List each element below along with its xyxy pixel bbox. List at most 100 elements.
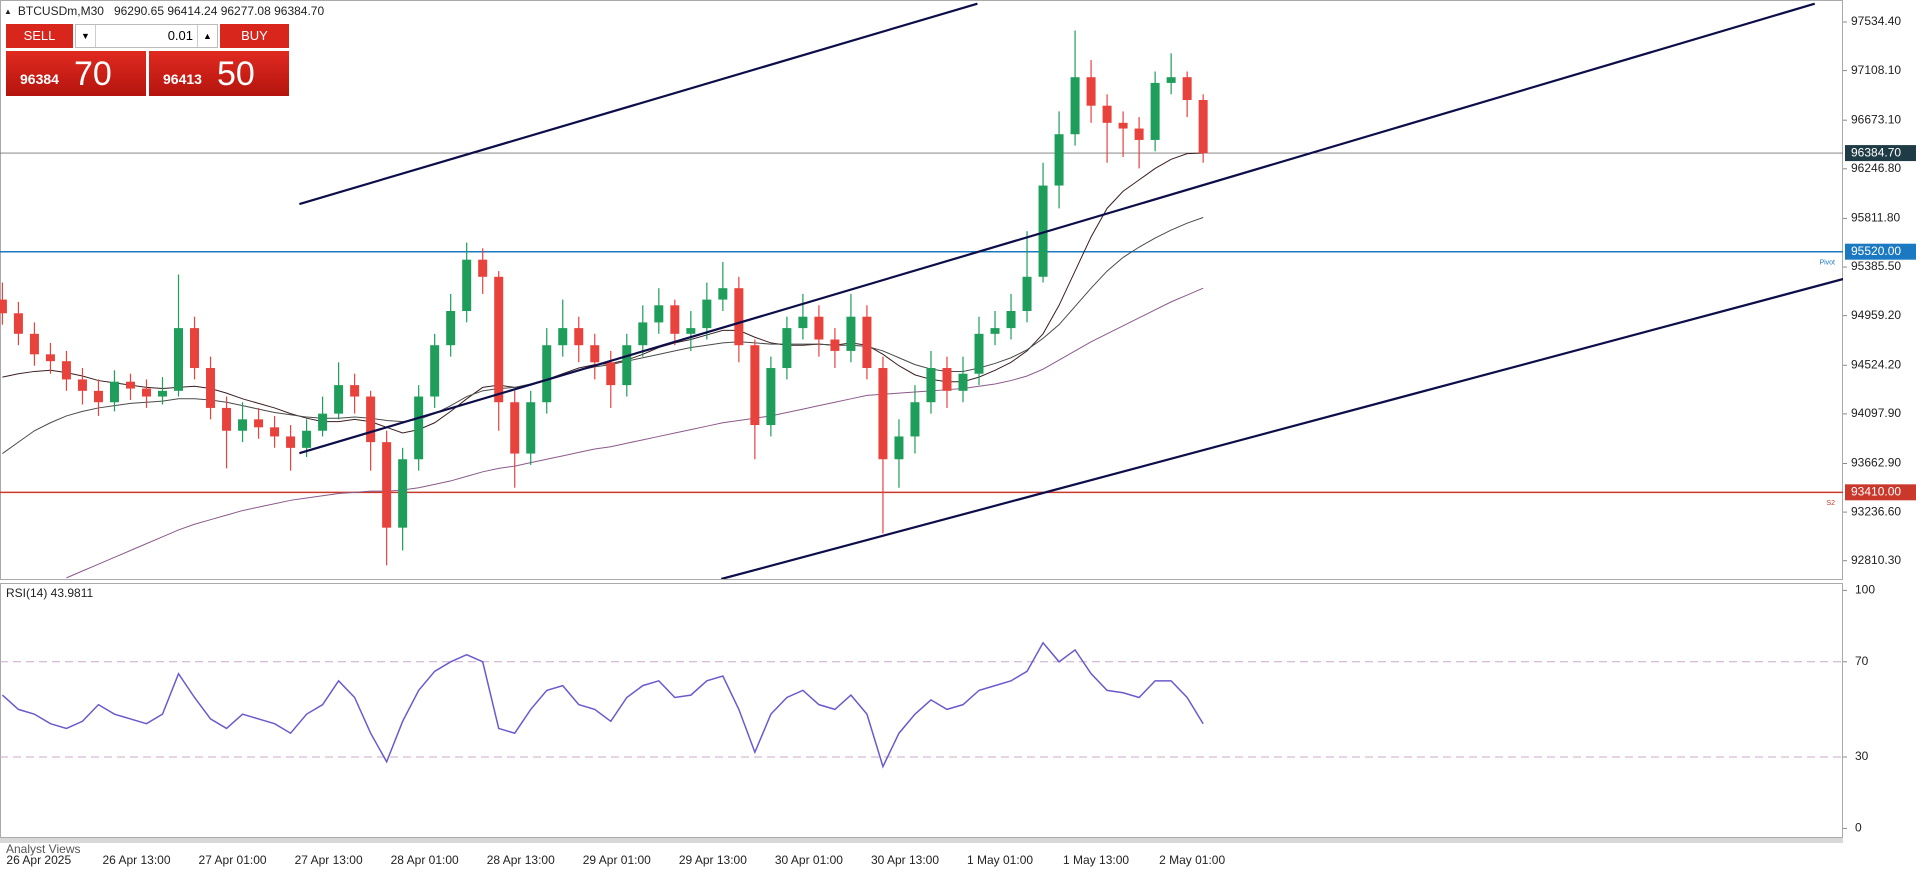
- lot-input[interactable]: ▼ 0.01 ▲: [75, 24, 218, 48]
- buy-button[interactable]: BUY: [220, 24, 289, 48]
- main-panel-border: [0, 0, 1843, 580]
- candle-body: [798, 316, 808, 329]
- candle-body: [990, 328, 1000, 334]
- candle-body: [1070, 77, 1080, 135]
- x-tick-label: 1 May 01:00: [967, 853, 1033, 867]
- candle-body: [1182, 77, 1192, 101]
- x-tick-label: 28 Apr 01:00: [391, 853, 459, 867]
- rsi-line: [1, 641, 1204, 769]
- level-tag: Pivot: [1819, 260, 1835, 267]
- candle-body: [1006, 310, 1016, 329]
- x-tick-label: 27 Apr 13:00: [295, 853, 363, 867]
- candle-body: [670, 305, 680, 334]
- moving-average: [2, 217, 1204, 454]
- y-tick-label: 70: [1855, 654, 1869, 668]
- x-tick-label: 26 Apr 2025: [6, 853, 71, 867]
- rsi-panel-border: [0, 583, 1843, 838]
- candle-body: [190, 328, 200, 369]
- y-tick-label: 0: [1855, 821, 1862, 835]
- candle-body: [622, 345, 632, 386]
- y-tick-label: 93662.90: [1851, 456, 1901, 470]
- candle-body: [1150, 82, 1160, 140]
- candle-body: [846, 316, 856, 351]
- price-tag-bg: [1845, 484, 1916, 501]
- candle-body: [334, 385, 344, 414]
- price-tag-bg: [1845, 243, 1916, 260]
- candle-body: [93, 390, 103, 403]
- candle-body: [1134, 128, 1144, 140]
- candle-body: [366, 396, 376, 443]
- level-tag: S2: [1826, 500, 1835, 507]
- collapse-icon[interactable]: ▲: [4, 6, 12, 16]
- candle-body: [77, 379, 87, 391]
- sell-button[interactable]: SELL: [6, 24, 73, 48]
- candle-body: [782, 328, 792, 369]
- bid-pips: 70: [74, 55, 112, 93]
- candle-body: [638, 322, 648, 346]
- candle-body: [1022, 276, 1032, 311]
- y-tick-label: 94524.20: [1851, 357, 1901, 371]
- bid-price: 96384: [20, 71, 59, 87]
- x-tick-label: 27 Apr 01:00: [199, 853, 267, 867]
- ask-price: 96413: [163, 71, 202, 87]
- y-tick-label: 96246.80: [1851, 161, 1901, 175]
- candle-body: [318, 413, 328, 431]
- trade-panel: SELL ▼ 0.01 ▲ BUY 96384 70 96413 50: [6, 24, 289, 96]
- candle-body: [910, 402, 920, 437]
- y-tick-label: 97108.10: [1851, 63, 1901, 77]
- candle-body: [462, 259, 472, 311]
- candle-body: [61, 361, 71, 380]
- candle-body: [942, 368, 952, 391]
- candle-body: [718, 288, 728, 300]
- trend-line: [299, 2, 978, 206]
- candle-body: [238, 419, 248, 431]
- candle-body: [398, 459, 408, 528]
- candle-body: [702, 299, 712, 329]
- candle-body: [206, 368, 216, 408]
- price-tag-bg: [1845, 145, 1916, 162]
- candle-body: [446, 310, 456, 346]
- rsi-title: RSI(14) 43.9811: [6, 586, 93, 600]
- ask-pips: 50: [217, 55, 255, 93]
- candle-body: [494, 276, 504, 403]
- analyst-views-tab[interactable]: Analyst Views: [6, 842, 81, 856]
- candle-body: [574, 328, 584, 346]
- symbol: BTCUSDm,M30: [17, 4, 104, 18]
- y-tick-label: 97534.40: [1851, 14, 1901, 28]
- y-tick-label: 92810.30: [1851, 553, 1901, 567]
- candle-body: [862, 316, 872, 369]
- y-tick-label: 94097.90: [1851, 406, 1901, 420]
- ask-box[interactable]: 96413 50: [149, 51, 289, 96]
- y-tick-label: 100: [1855, 583, 1875, 597]
- splitter: [0, 838, 1843, 843]
- candle-body: [174, 328, 184, 391]
- candle-body: [558, 328, 568, 346]
- candle-body: [766, 368, 776, 426]
- candle-body: [158, 390, 167, 397]
- candle-body: [13, 313, 23, 334]
- symbol-header: ▲ BTCUSDm,M30 96290.65 96414.24 96277.08…: [4, 4, 324, 18]
- candle-body: [478, 259, 488, 277]
- candle-body: [222, 407, 232, 431]
- lot-down[interactable]: ▼: [76, 25, 96, 47]
- candle-body: [750, 345, 760, 426]
- candle-body: [45, 354, 55, 362]
- lot-up[interactable]: ▲: [197, 25, 217, 47]
- candle-body: [270, 427, 280, 437]
- candle-body: [734, 288, 744, 346]
- candle-body: [686, 328, 696, 334]
- price-tag: 96384.70: [1851, 145, 1901, 159]
- candle-body: [814, 316, 824, 340]
- y-tick-label: 95385.50: [1851, 259, 1901, 273]
- candle-body: [1038, 185, 1048, 277]
- candle-body: [878, 368, 888, 460]
- candle-body: [894, 436, 904, 460]
- candle-body: [430, 345, 440, 397]
- y-tick-label: 94959.20: [1851, 308, 1901, 322]
- bid-box[interactable]: 96384 70: [6, 51, 146, 96]
- candle-body: [974, 333, 984, 374]
- candle-body: [254, 419, 264, 428]
- candle-body: [29, 333, 39, 355]
- candle-body: [926, 368, 936, 403]
